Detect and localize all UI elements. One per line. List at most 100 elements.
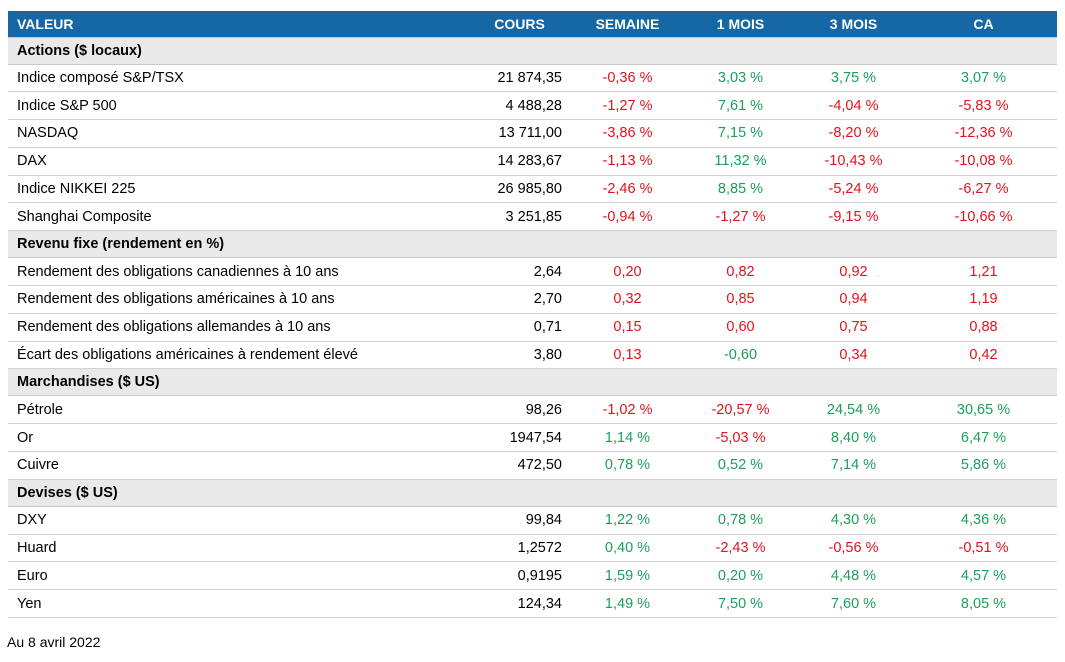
mois3-change: 4,48 % (797, 561, 910, 591)
table-row: Indice composé S&P/TSX 21 874,35 -0,36 % 3,… (8, 64, 1057, 93)
cours-value: 2,64 (408, 257, 571, 287)
semaine-change: -1,13 % (571, 147, 684, 176)
table-body: Actions ($ locaux) Indice composé S&P/TSX… (8, 36, 1057, 619)
mois1-change: 0,60 (684, 313, 797, 342)
mois1-change: 8,85 % (684, 175, 797, 204)
ca-change: 1,21 (910, 257, 1057, 287)
table-row: Rendement des obligations américaines à … (8, 285, 1057, 314)
cours-value: 1,2572 (408, 534, 571, 563)
ca-change: -12,36 % (910, 119, 1057, 148)
cours-value: 2,70 (408, 285, 571, 314)
instrument-name: Indice S&P 500 (8, 91, 408, 121)
section-title: Devises ($ US) (8, 478, 1057, 507)
table-row: Écart des obligations américaines à rend… (8, 341, 1057, 370)
table-row: NASDAQ 13 711,00 -3,86 % 7,15 % -8,20 % -12,3… (8, 119, 1057, 148)
header-3-mois: 3 MOIS (797, 11, 910, 37)
semaine-change: 1,14 % (571, 423, 684, 453)
cours-value: 98,26 (408, 395, 571, 425)
instrument-name: Indice composé S&P/TSX (8, 64, 408, 93)
cours-value: 13 711,00 (408, 119, 571, 148)
header-semaine: SEMAINE (571, 11, 684, 37)
cours-value: 14 283,67 (408, 147, 571, 176)
instrument-name: Rendement des obligations canadiennes à … (8, 257, 408, 287)
mois3-change: 8,40 % (797, 423, 910, 453)
header-valeur: VALEUR (8, 11, 408, 37)
cours-value: 26 985,80 (408, 175, 571, 204)
mois1-change: 0,85 (684, 285, 797, 314)
ca-change: 5,86 % (910, 451, 1057, 480)
table-row: DXY 99,84 1,22 % 0,78 % 4,30 % 4,36 % (8, 506, 1057, 535)
cours-value: 472,50 (408, 451, 571, 480)
ca-change: 4,36 % (910, 506, 1057, 535)
market-summary-table: VALEUR COURS SEMAINE 1 MOIS 3 MOIS CA Ac… (8, 11, 1057, 619)
ca-change: -10,66 % (910, 202, 1057, 232)
instrument-name: Rendement des obligations allemandes à 1… (8, 313, 408, 342)
semaine-change: 1,59 % (571, 561, 684, 591)
semaine-change: 0,15 (571, 313, 684, 342)
instrument-name: Huard (8, 534, 408, 563)
instrument-name: DXY (8, 506, 408, 535)
ca-change: -10,08 % (910, 147, 1057, 176)
table-row: Rendement des obligations canadiennes à … (8, 257, 1057, 287)
cours-value: 0,9195 (408, 561, 571, 591)
mois1-change: 7,61 % (684, 91, 797, 121)
mois1-change: -20,57 % (684, 395, 797, 425)
table-row: Yen 124,34 1,49 % 7,50 % 7,60 % 8,05 % (8, 589, 1057, 619)
mois3-change: 0,34 (797, 341, 910, 370)
table-row: Pétrole 98,26 -1,02 % -20,57 % 24,54 % 30,65 … (8, 395, 1057, 425)
ca-change: 3,07 % (910, 64, 1057, 93)
header-cours: COURS (408, 11, 571, 37)
semaine-change: 0,13 (571, 341, 684, 370)
instrument-name: Or (8, 423, 408, 453)
mois3-change: 3,75 % (797, 64, 910, 93)
mois1-change: 0,20 % (684, 561, 797, 591)
instrument-name: Shanghai Composite (8, 202, 408, 232)
cours-value: 0,71 (408, 313, 571, 342)
instrument-name: Cuivre (8, 451, 408, 480)
ca-change: 6,47 % (910, 423, 1057, 453)
mois1-change: -1,27 % (684, 202, 797, 232)
ca-change: 0,88 (910, 313, 1057, 342)
section-title: Actions ($ locaux) (8, 36, 1057, 65)
mois3-change: 4,30 % (797, 506, 910, 535)
table-row: Euro 0,9195 1,59 % 0,20 % 4,48 % 4,57 % (8, 561, 1057, 591)
cours-value: 3,80 (408, 341, 571, 370)
section-title: Marchandises ($ US) (8, 368, 1057, 397)
mois1-change: 7,15 % (684, 119, 797, 148)
mois3-change: 0,75 (797, 313, 910, 342)
instrument-name: DAX (8, 147, 408, 176)
footnote-date: Au 8 avril 2022 (7, 634, 101, 650)
mois3-change: -10,43 % (797, 147, 910, 176)
cours-value: 21 874,35 (408, 64, 571, 93)
mois1-change: 0,82 (684, 257, 797, 287)
section-header-row: Revenu fixe (rendement en %) (8, 230, 1057, 259)
table-row: Or 1947,54 1,14 % -5,03 % 8,40 % 6,47 % (8, 423, 1057, 453)
mois3-change: 7,60 % (797, 589, 910, 619)
semaine-change: 0,40 % (571, 534, 684, 563)
semaine-change: 0,20 (571, 257, 684, 287)
ca-change: -0,51 % (910, 534, 1057, 563)
semaine-change: -1,02 % (571, 395, 684, 425)
ca-change: -6,27 % (910, 175, 1057, 204)
instrument-name: Rendement des obligations américaines à … (8, 285, 408, 314)
semaine-change: -2,46 % (571, 175, 684, 204)
mois1-change: 0,52 % (684, 451, 797, 480)
instrument-name: Euro (8, 561, 408, 591)
table-row: Rendement des obligations allemandes à 1… (8, 313, 1057, 342)
mois3-change: -0,56 % (797, 534, 910, 563)
table-row: Indice S&P 500 4 488,28 -1,27 % 7,61 % -4,04… (8, 91, 1057, 121)
mois3-change: -8,20 % (797, 119, 910, 148)
mois1-change: -2,43 % (684, 534, 797, 563)
ca-change: 0,42 (910, 341, 1057, 370)
mois1-change: 0,78 % (684, 506, 797, 535)
mois1-change: 11,32 % (684, 147, 797, 176)
instrument-name: NASDAQ (8, 119, 408, 148)
mois3-change: 0,92 (797, 257, 910, 287)
table-row: Cuivre 472,50 0,78 % 0,52 % 7,14 % 5,86 % (8, 451, 1057, 480)
mois3-change: -5,24 % (797, 175, 910, 204)
table-row: Huard 1,2572 0,40 % -2,43 % -0,56 % -0,51 % (8, 534, 1057, 563)
table-row: DAX 14 283,67 -1,13 % 11,32 % -10,43 % -10,08… (8, 147, 1057, 176)
table-header-row: VALEUR COURS SEMAINE 1 MOIS 3 MOIS CA (8, 11, 1057, 37)
semaine-change: 1,22 % (571, 506, 684, 535)
instrument-name: Indice NIKKEI 225 (8, 175, 408, 204)
